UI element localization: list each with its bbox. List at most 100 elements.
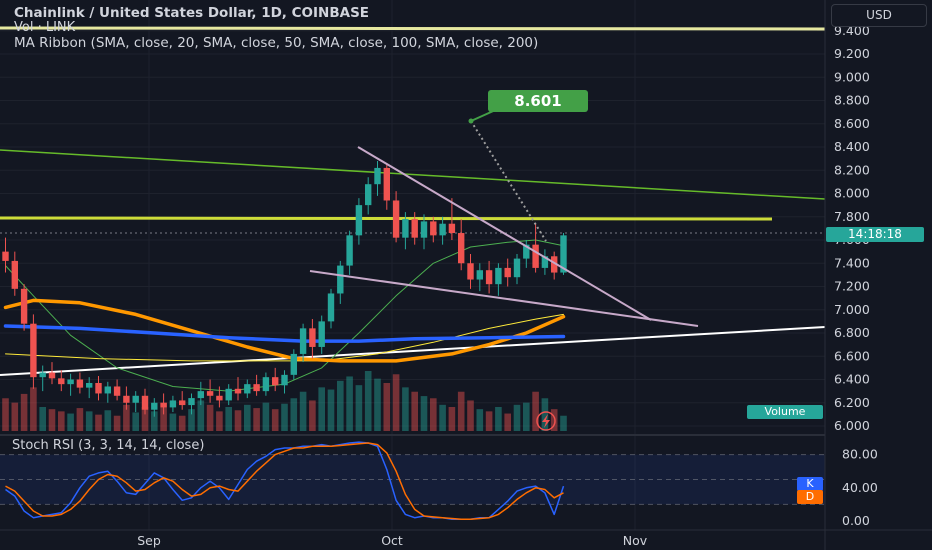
volume-bar [383, 383, 391, 431]
stoch-tick-label: 0.00 [842, 513, 870, 528]
time-tick-label: Nov [623, 533, 648, 548]
symbol-title[interactable]: Chainlink / United States Dollar, 1D, CO… [14, 5, 370, 21]
candle-body [58, 378, 65, 385]
volume-bar [104, 410, 112, 431]
volume-bar [318, 387, 325, 431]
candle-body [281, 374, 288, 386]
candle-body [206, 391, 214, 396]
stoch-tick-label: 80.00 [842, 447, 878, 462]
candle-body [11, 260, 18, 289]
volume-bar [541, 398, 549, 431]
candle-body [411, 219, 418, 238]
volume-bar [253, 408, 260, 431]
candle-body [160, 402, 167, 408]
candle-body [346, 235, 353, 266]
candle-body [113, 386, 121, 396]
candle-body [290, 353, 297, 375]
price-tick-label: 6.400 [834, 372, 870, 387]
candle-body [234, 388, 242, 394]
volume-bar [178, 415, 186, 431]
volume-bar [85, 411, 93, 431]
ma-line [5, 313, 564, 362]
volume-bar [141, 407, 149, 431]
volume-bar [309, 400, 316, 431]
volume-bar [160, 402, 167, 431]
long-descending-line [0, 149, 826, 200]
volume-bar [234, 410, 242, 431]
volume-bar [327, 389, 335, 431]
candle-body [337, 265, 344, 294]
candle-body [383, 167, 390, 201]
top-horizontal-line [0, 26, 826, 31]
candle-body [76, 379, 84, 388]
candle-body [48, 372, 56, 379]
volume-bar [346, 376, 353, 431]
volume-bar [30, 387, 37, 431]
price-tick-label: 9.000 [834, 69, 870, 84]
candle-body [560, 235, 567, 273]
volume-bar [206, 404, 214, 431]
candle-body [365, 184, 372, 206]
volume-bars [2, 371, 567, 431]
volume-bar [299, 391, 307, 431]
time-tick-label: Oct [381, 533, 403, 548]
volume-bar [364, 371, 372, 431]
volume-bar [504, 413, 511, 431]
volume-bar [290, 398, 298, 431]
candle-body [374, 167, 381, 185]
candle-body [86, 382, 93, 388]
candle-body [179, 400, 186, 406]
volume-legend[interactable]: Vol · LINK [14, 20, 76, 35]
volume-bar [550, 409, 558, 431]
volume-bar [262, 402, 270, 431]
volume-bar [532, 391, 539, 431]
volume-bar [523, 402, 530, 431]
candle-body [430, 221, 437, 236]
candle-body [420, 221, 428, 238]
volume-bar [113, 415, 121, 431]
candle-body [299, 328, 307, 354]
currency-button[interactable]: USD [831, 4, 927, 27]
volume-bar [476, 409, 484, 431]
candle-body [355, 205, 363, 236]
target-projection-line [470, 120, 547, 242]
volume-bar [495, 407, 502, 431]
candle-body [392, 200, 400, 238]
candle-body [439, 223, 446, 236]
candle-body [188, 398, 195, 406]
price-tick-label: 8.600 [834, 116, 870, 131]
ma-ribbon-legend[interactable]: MA Ribbon (SMA, close, 20, SMA, close, 5… [14, 35, 539, 51]
lightning-icon-bolt [542, 414, 550, 428]
candle-body [30, 323, 37, 378]
volume-bar [513, 404, 521, 431]
ma-line [5, 239, 564, 392]
time-tick-label: Sep [137, 533, 161, 548]
grid [0, 0, 825, 530]
candle-body [197, 391, 204, 399]
volume-bar [448, 407, 456, 431]
candle-body [495, 267, 502, 285]
candle-body [272, 377, 279, 386]
stoch-line [5, 442, 564, 521]
volume-bar [67, 413, 74, 431]
volume-bar [271, 409, 279, 431]
price-tick-label: 6.600 [834, 348, 870, 363]
volume-bar [76, 408, 84, 431]
volume-bar [11, 402, 19, 431]
price-tick-label: 7.000 [834, 302, 870, 317]
price-tick-label: 6.200 [834, 395, 870, 410]
volume-bar [430, 398, 437, 431]
candle-body [67, 379, 74, 385]
candle-body [467, 263, 474, 280]
candle-body [151, 402, 158, 410]
candle-body [20, 288, 28, 324]
candle-body [485, 270, 493, 285]
price-tick-label: 7.800 [834, 209, 870, 224]
volume-bar [420, 396, 428, 431]
candle-body [244, 384, 251, 394]
volume-bar [188, 409, 195, 431]
candle-body [225, 388, 232, 401]
stoch-rsi-legend[interactable]: Stoch RSI (3, 3, 14, 14, close) [12, 438, 205, 453]
volume-bar [355, 385, 363, 431]
